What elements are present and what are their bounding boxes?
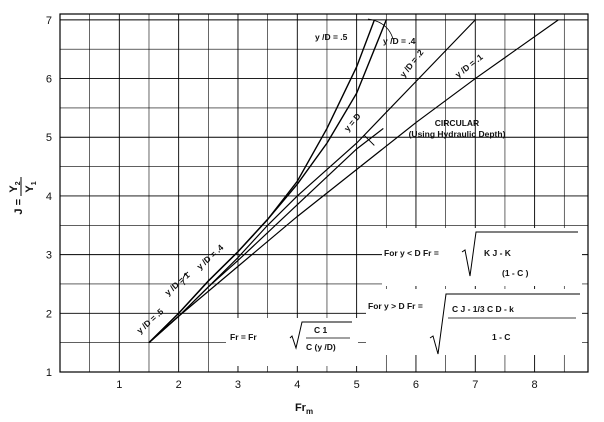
x-tick-label: 2 [176,379,182,391]
label-circular: CIRCULAR [435,118,479,128]
plot-frame [59,13,589,373]
series-line-5 [148,127,384,344]
x-axis-label: Frm [295,402,313,416]
x-tick-label: 6 [413,379,419,391]
y-tick-label: 2 [46,308,52,320]
x-tick-label: 4 [294,379,300,391]
y-tick-label: 6 [46,74,52,86]
label-y1d-05-top: y /D = .5 [315,32,348,42]
label-y1d-04-top: y /D = .4 [383,36,416,46]
equation-2-denominator: 1 - C [492,332,510,342]
equation-1-radical [461,231,578,277]
equation-panel-3 [226,318,358,366]
leader-arrow-low [182,271,189,286]
series-line-4 [148,19,559,344]
equation-2-radical [429,293,580,355]
equation-3-left: Fr = Fr [230,332,257,342]
equation-1-left: For y < D Fr = [384,248,439,258]
svg-text:J =: J = [13,199,25,215]
series-line-2 [148,19,387,344]
equation-3-radical [289,321,352,350]
y-tick-label: 4 [46,191,52,203]
series-lines [148,19,559,344]
equation-2-left: For y > D Fr = [368,301,423,311]
equation-panel-1 [382,228,582,286]
x-tick-label: 1 [116,379,122,391]
equation-1-numerator: K J - K [484,248,512,258]
x-tick-label: 3 [235,379,241,391]
equation-3-rhs: C 1 [314,325,328,335]
svg-text:Y1: Y1 [24,181,38,192]
y-tick-label: 3 [46,250,52,262]
x-tick-label: 7 [472,379,478,391]
y2-eq-d-marker [363,135,375,146]
tick-labels: 1 2 3 4 5 6 7 8 1 2 3 4 5 6 7 [46,15,538,391]
y-tick-label: 5 [46,132,52,144]
label-circular-sub: (Using Hydraulic Depth) [409,129,506,139]
x-tick-label: 8 [532,379,538,391]
leader-arrow-04 [367,18,394,40]
y-axis-label: J = Y2 Y1 [8,177,38,215]
equation-2-numerator: C J - 1/3 C D - k [452,304,514,314]
y-tick-label: 7 [46,15,52,27]
svg-text:Y2: Y2 [8,181,22,192]
equation-3-denominator: C (y /D) [306,342,336,352]
equation-1-denominator: (1 - C ) [502,268,529,278]
x-tick-label: 5 [354,379,360,391]
y-tick-label: 1 [46,367,52,379]
equation-panel-2 [366,289,582,355]
